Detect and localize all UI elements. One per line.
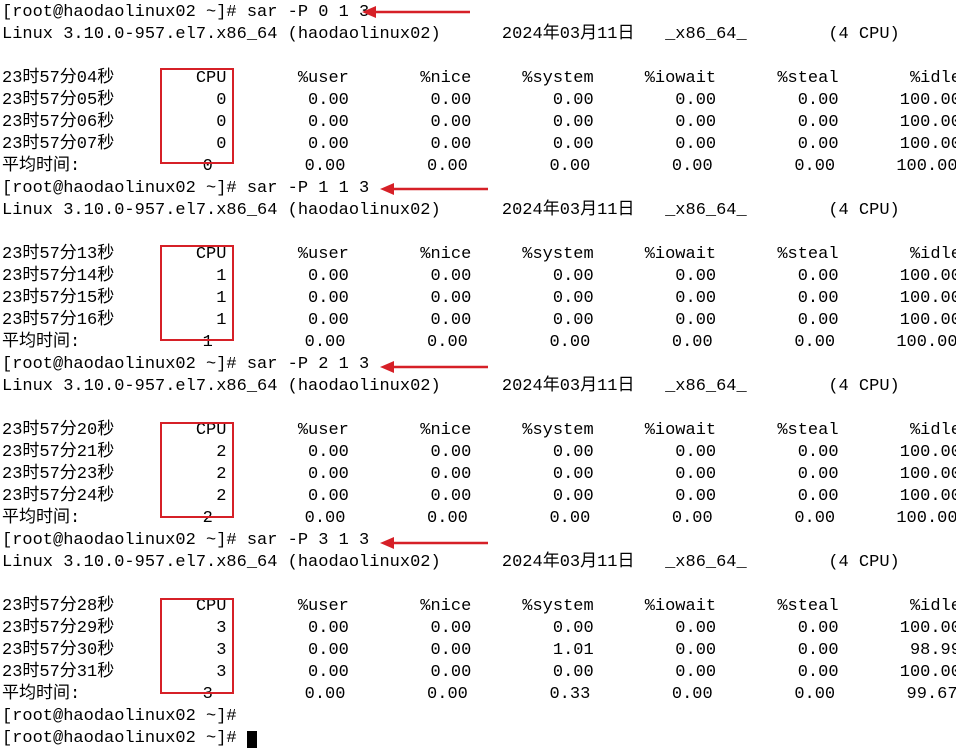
blank-line bbox=[2, 222, 956, 244]
header-line: 23时57分13秒 CPU %user %nice %system %iowai… bbox=[2, 244, 956, 266]
prompt-line: [root@haodaolinux02 ~]# bbox=[2, 706, 956, 728]
data-row: 23时57分14秒 1 0.00 0.00 0.00 0.00 0.00 100… bbox=[2, 266, 956, 288]
data-row: 23时57分05秒 0 0.00 0.00 0.00 0.00 0.00 100… bbox=[2, 90, 956, 112]
average-row: 平均时间: 2 0.00 0.00 0.00 0.00 0.00 100.00 bbox=[2, 508, 956, 530]
kernel-line: Linux 3.10.0-957.el7.x86_64 (haodaolinux… bbox=[2, 24, 956, 46]
header-line: 23时57分04秒 CPU %user %nice %system %iowai… bbox=[2, 68, 956, 90]
prompt-line: [root@haodaolinux02 ~]# bbox=[2, 728, 956, 750]
data-row: 23时57分29秒 3 0.00 0.00 0.00 0.00 0.00 100… bbox=[2, 618, 956, 640]
blank-line bbox=[2, 398, 956, 420]
data-row: 23时57分07秒 0 0.00 0.00 0.00 0.00 0.00 100… bbox=[2, 134, 956, 156]
terminal-output: [root@haodaolinux02 ~]# sar -P 0 1 3Linu… bbox=[0, 0, 956, 753]
header-line: 23时57分20秒 CPU %user %nice %system %iowai… bbox=[2, 420, 956, 442]
command-line: [root@haodaolinux02 ~]# sar -P 2 1 3 bbox=[2, 354, 956, 376]
data-row: 23时57分24秒 2 0.00 0.00 0.00 0.00 0.00 100… bbox=[2, 486, 956, 508]
command-line: [root@haodaolinux02 ~]# sar -P 3 1 3 bbox=[2, 530, 956, 552]
data-row: 23时57分23秒 2 0.00 0.00 0.00 0.00 0.00 100… bbox=[2, 464, 956, 486]
kernel-line: Linux 3.10.0-957.el7.x86_64 (haodaolinux… bbox=[2, 552, 956, 574]
data-row: 23时57分21秒 2 0.00 0.00 0.00 0.00 0.00 100… bbox=[2, 442, 956, 464]
average-row: 平均时间: 3 0.00 0.00 0.33 0.00 0.00 99.67 bbox=[2, 684, 956, 706]
header-line: 23时57分28秒 CPU %user %nice %system %iowai… bbox=[2, 596, 956, 618]
data-row: 23时57分16秒 1 0.00 0.00 0.00 0.00 0.00 100… bbox=[2, 310, 956, 332]
kernel-line: Linux 3.10.0-957.el7.x86_64 (haodaolinux… bbox=[2, 376, 956, 398]
blank-line bbox=[2, 574, 956, 596]
data-row: 23时57分06秒 0 0.00 0.00 0.00 0.00 0.00 100… bbox=[2, 112, 956, 134]
kernel-line: Linux 3.10.0-957.el7.x86_64 (haodaolinux… bbox=[2, 200, 956, 222]
data-row: 23时57分15秒 1 0.00 0.00 0.00 0.00 0.00 100… bbox=[2, 288, 956, 310]
data-row: 23时57分30秒 3 0.00 0.00 1.01 0.00 0.00 98.… bbox=[2, 640, 956, 662]
data-row: 23时57分31秒 3 0.00 0.00 0.00 0.00 0.00 100… bbox=[2, 662, 956, 684]
command-line: [root@haodaolinux02 ~]# sar -P 0 1 3 bbox=[2, 2, 956, 24]
average-row: 平均时间: 0 0.00 0.00 0.00 0.00 0.00 100.00 bbox=[2, 156, 956, 178]
cursor bbox=[247, 731, 257, 748]
command-line: [root@haodaolinux02 ~]# sar -P 1 1 3 bbox=[2, 178, 956, 200]
blank-line bbox=[2, 46, 956, 68]
average-row: 平均时间: 1 0.00 0.00 0.00 0.00 0.00 100.00 bbox=[2, 332, 956, 354]
